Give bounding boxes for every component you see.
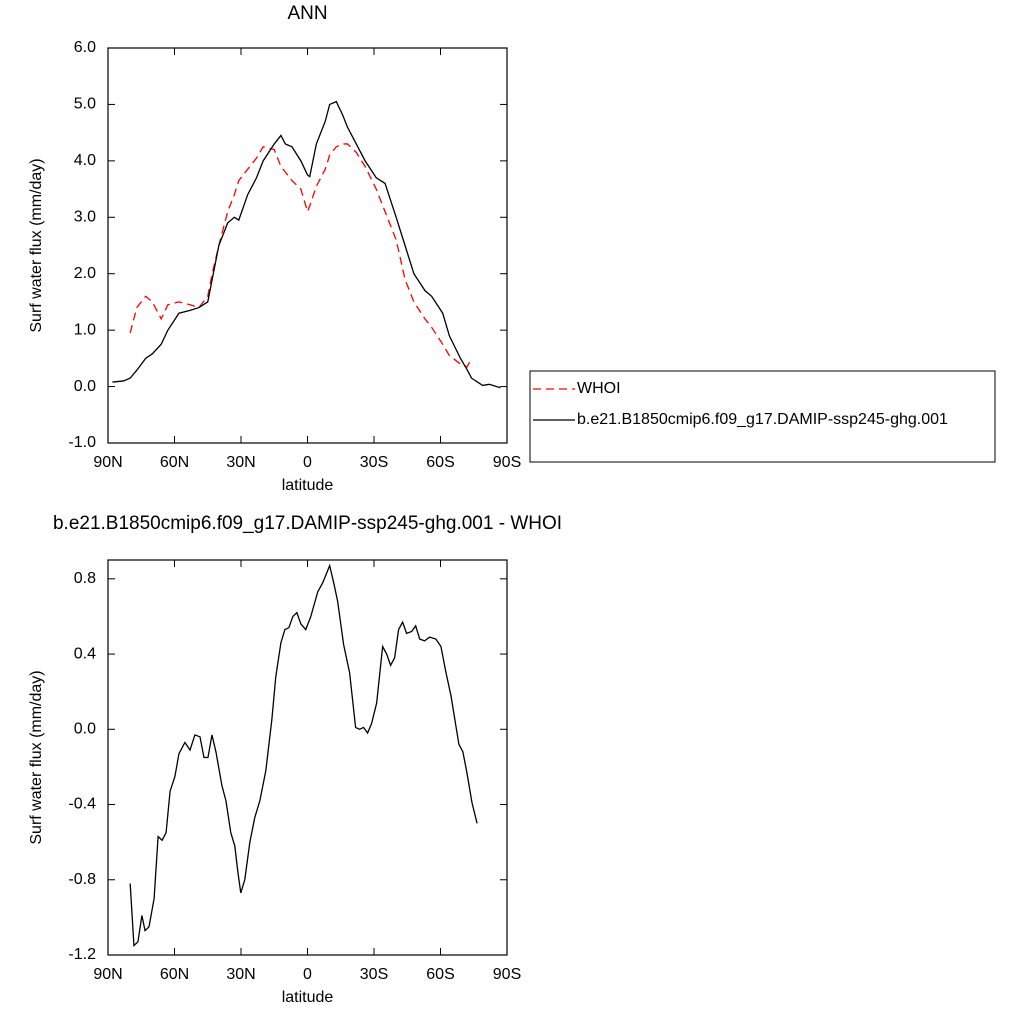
x-tick-label: 60N	[160, 454, 189, 471]
x-tick-label: 90N	[93, 454, 122, 471]
data-line	[129, 563, 478, 948]
series-line	[129, 143, 473, 368]
y-tick-label: -0.4	[68, 796, 96, 813]
y-tick-label: 0.0	[74, 378, 96, 395]
y-tick-label: 3.0	[74, 209, 96, 226]
x-tick-label: 60N	[160, 966, 189, 983]
y-tick-label: 6.0	[74, 39, 96, 56]
x-tick-label: 0	[303, 966, 312, 983]
y-tick-label: 2.0	[74, 265, 96, 282]
legend-label: WHOI	[577, 380, 621, 397]
legend-box	[529, 370, 996, 463]
y-tick-label: 0.8	[74, 570, 96, 587]
y-tick-label: 0.0	[74, 721, 96, 738]
x-tick-label: 90N	[93, 966, 122, 983]
y-tick-label: 1.0	[74, 321, 96, 338]
legend-label: b.e21.B1850cmip6.f09_g17.DAMIP-ssp245-gh…	[577, 411, 948, 428]
y-tick-label: 4.0	[74, 152, 96, 169]
x-tick-label: 30N	[226, 966, 255, 983]
x-axis-label: latitude	[282, 477, 334, 494]
x-axis-label: latitude	[282, 989, 334, 1006]
y-axis-label: Surf water flux (mm/day)	[28, 158, 45, 332]
chart-title: ANN	[287, 3, 327, 24]
y-tick-label: -1.0	[68, 434, 96, 451]
chart-title: b.e21.B1850cmip6.f09_g17.DAMIP-ssp245-gh…	[53, 513, 562, 534]
y-tick-label: 0.4	[74, 645, 96, 662]
y-tick-label: -0.8	[68, 871, 96, 888]
panel: ANN -1.0 0.0 1.0 2.0 3.0 4.0 5.0 6.0 90N 60N 30N 0 30…	[28, 3, 996, 494]
x-tick-label: 30N	[226, 454, 255, 471]
x-tick-label: 90S	[493, 966, 521, 983]
x-tick-label: 30S	[360, 454, 388, 471]
x-tick-label: 30S	[360, 966, 388, 983]
series-line	[112, 100, 501, 389]
y-tick-label: 5.0	[74, 96, 96, 113]
plot-frame	[107, 559, 508, 956]
panel: b.e21.B1850cmip6.f09_g17.DAMIP-ssp245-gh…	[28, 513, 562, 1006]
x-tick-label: 60S	[426, 454, 454, 471]
y-tick-label: -1.2	[68, 946, 96, 963]
x-tick-label: 0	[303, 454, 312, 471]
x-tick-label: 60S	[426, 966, 454, 983]
plot-frame	[107, 47, 508, 444]
x-tick-label: 90S	[493, 454, 521, 471]
y-axis-label: Surf water flux (mm/day)	[28, 670, 45, 844]
